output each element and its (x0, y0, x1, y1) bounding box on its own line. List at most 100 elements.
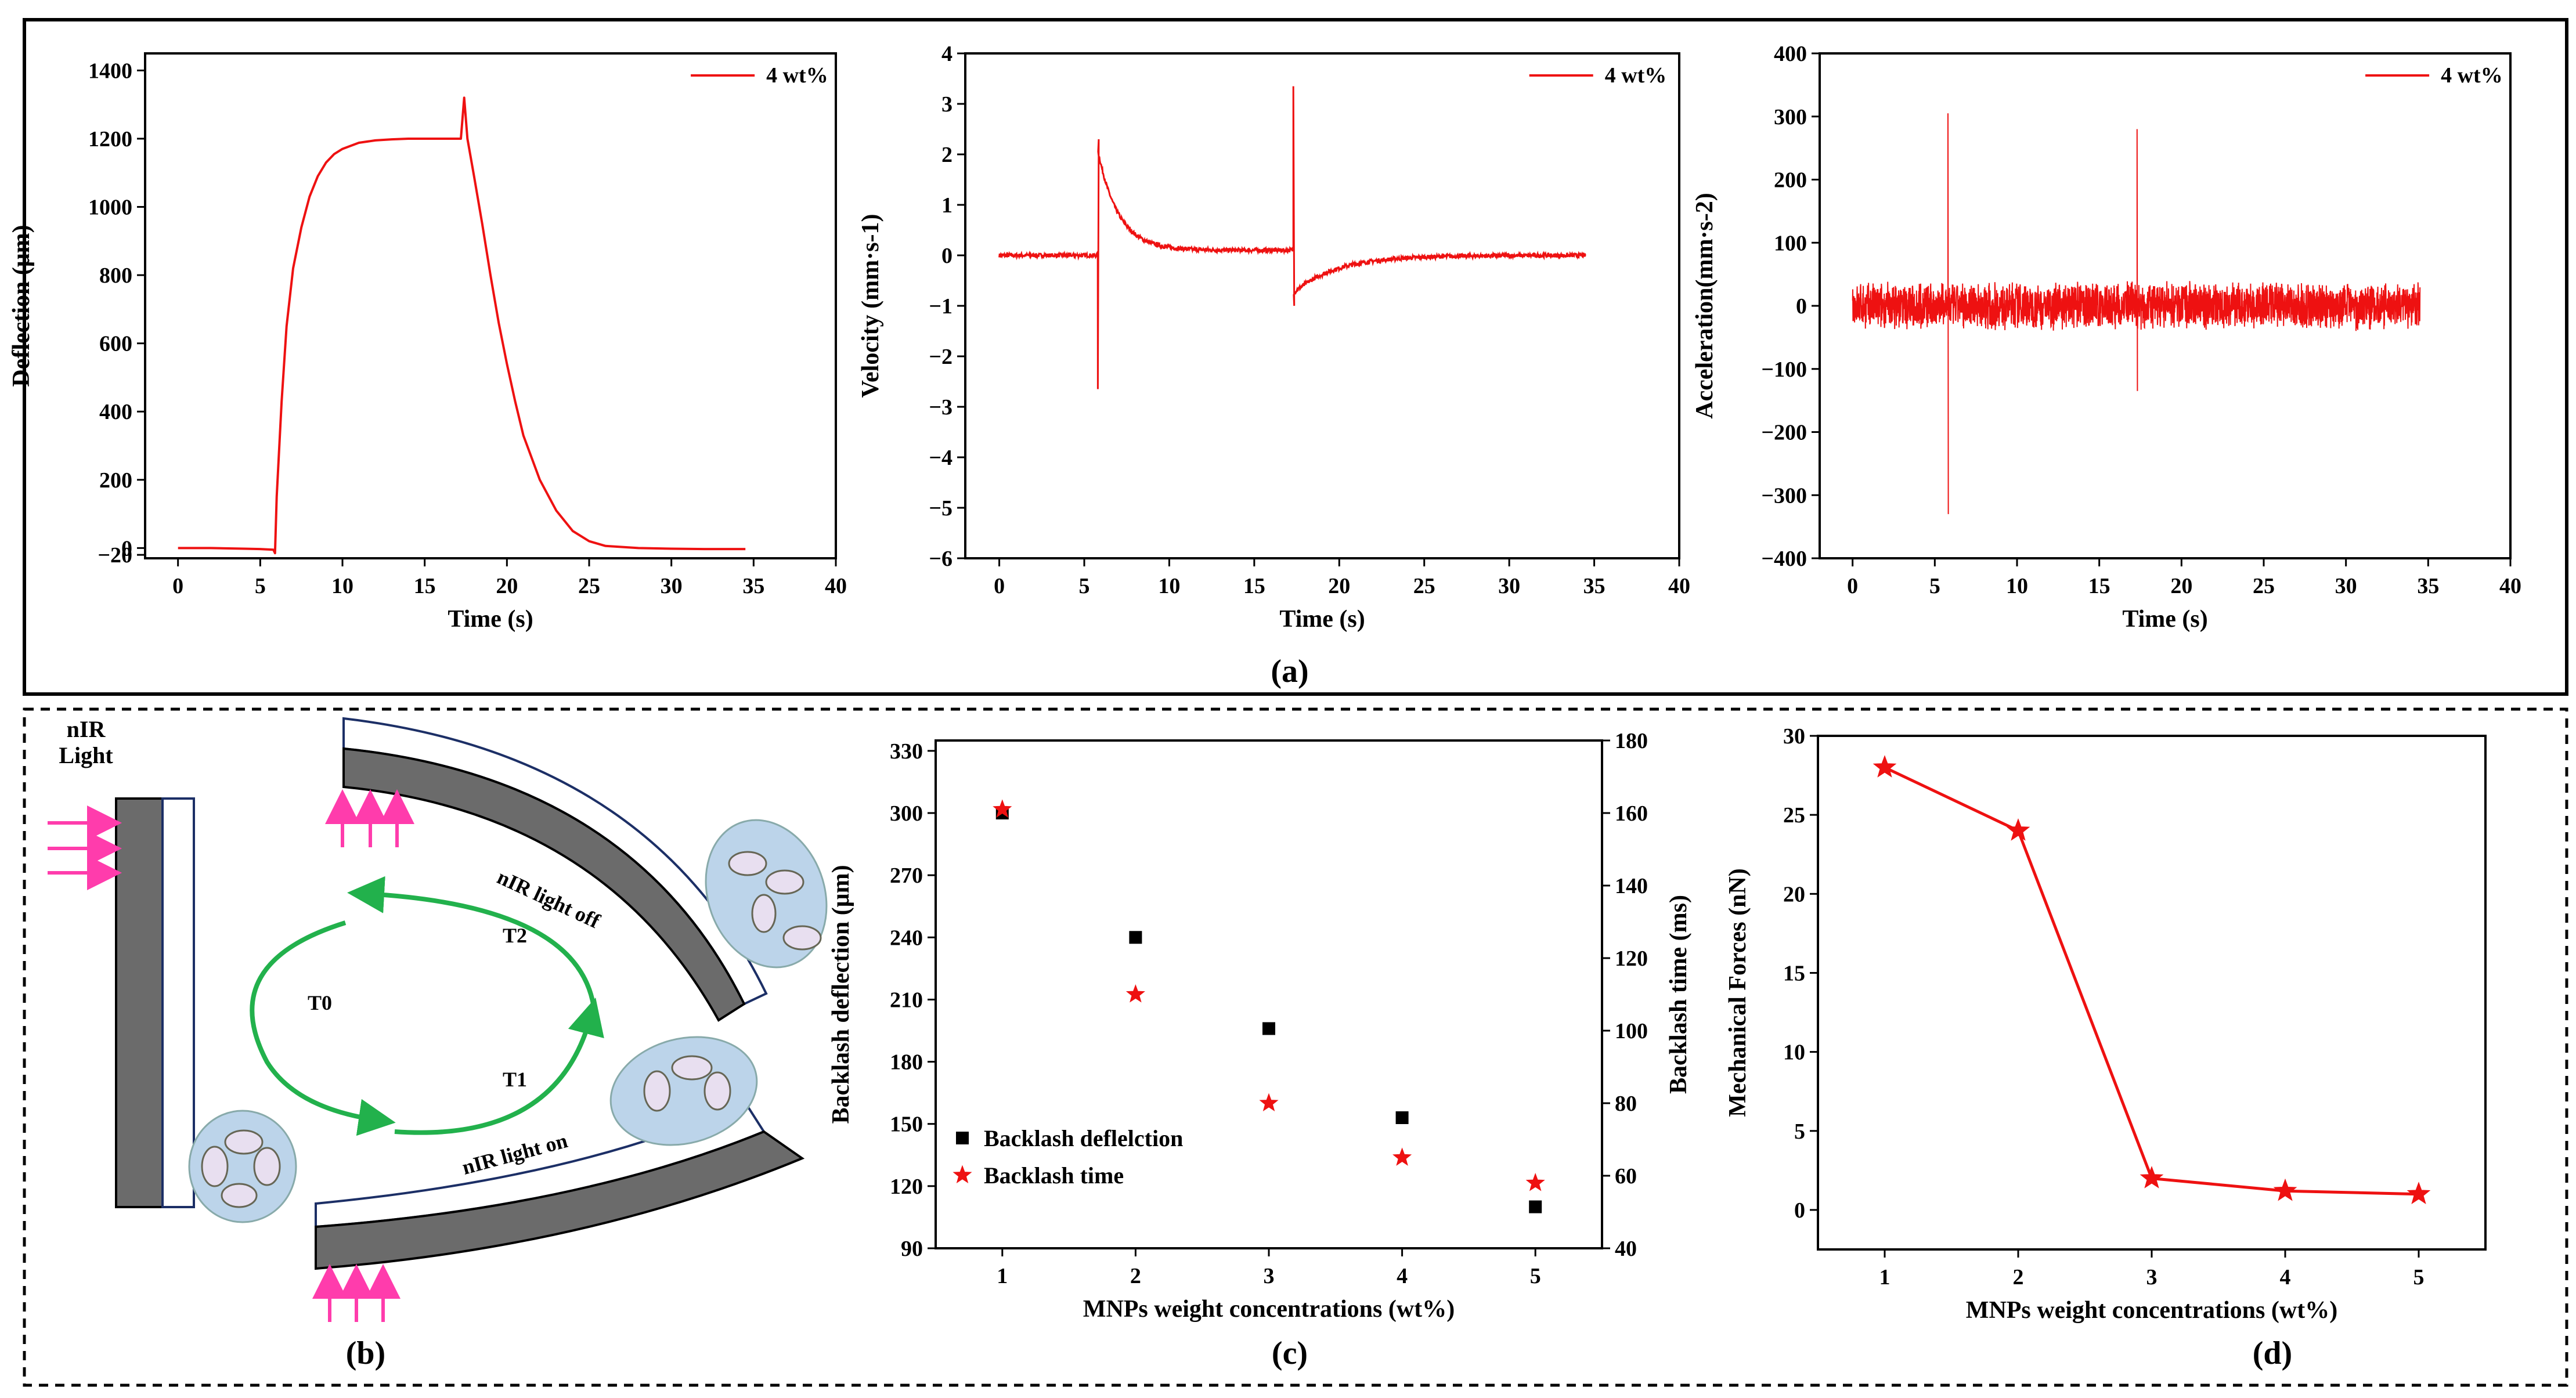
x-tick-label: 30 (661, 574, 683, 598)
x-tick-label: 15 (2088, 574, 2110, 598)
y-tick-label: −400 (1761, 547, 1807, 571)
caption-b: (b) (346, 1335, 385, 1371)
legend-star (953, 1165, 972, 1184)
y-right-tick-label: 60 (1615, 1164, 1637, 1189)
x-tick-label: 3 (1264, 1264, 1275, 1288)
y-tick-label: 1200 (88, 127, 132, 151)
x-tick-label: 15 (1243, 574, 1265, 598)
x-axis-label: Time (s) (1279, 606, 1365, 633)
y-right-tick-label: 140 (1615, 874, 1648, 898)
upper-bent-dark-layer (342, 747, 746, 1022)
time-point (993, 799, 1012, 818)
x-tick-label: 0 (994, 574, 1005, 598)
x-axis-label: Time (s) (448, 606, 533, 633)
force-point (2006, 818, 2030, 841)
y-tick-label: 400 (1774, 42, 1807, 66)
legend-label: Backlash time (984, 1162, 1124, 1189)
time-point (1392, 1147, 1412, 1166)
y-tick-label: 400 (99, 400, 132, 424)
y-tick-label: 30 (1783, 724, 1805, 749)
backlash-chart: 1 2 3 4 5 90 120 150 180 210 240 270 300 330 MNPs weig… (828, 729, 1692, 1323)
y-tick-label: −5 (929, 496, 953, 521)
y-axis-label: Backlash deflection (μm) (828, 865, 854, 1124)
top-panel-frame (23, 18, 2568, 696)
time-point (1125, 984, 1145, 1003)
force-point (1873, 755, 1897, 778)
legend-label: Backlash deflelction (984, 1125, 1183, 1151)
x-tick-label: 35 (1583, 574, 1606, 598)
cell-cluster-middle (609, 1036, 758, 1146)
cell-cluster-right (705, 819, 828, 969)
y-tick-label: 5 (1794, 1119, 1805, 1144)
y-tick-label: −4 (929, 446, 953, 470)
y-tick-label: 90 (901, 1237, 923, 1261)
y-tick-label: 3 (941, 92, 953, 117)
y-tick-label: 4 (941, 42, 953, 66)
y-tick-label: 1400 (88, 59, 132, 83)
y-right-tick-label: 100 (1615, 1019, 1648, 1043)
y-tick-label: 20 (1783, 882, 1805, 906)
y-tick-label: 600 (99, 332, 132, 356)
lower-bent-dark-layer (315, 1130, 805, 1270)
cell-cluster-left (188, 1110, 297, 1223)
x-tick-label: 1 (997, 1264, 1008, 1288)
force-point (2140, 1166, 2164, 1189)
y-tick-label: 240 (890, 926, 923, 950)
x-tick-label: 15 (414, 574, 436, 598)
x-axis-label: MNPs weight concentrations (wt%) (1966, 1297, 2337, 1324)
y-tick-label: 0 (1794, 1198, 1805, 1223)
caption-a: (a) (1271, 653, 1308, 689)
y-axis-label: Velocity (mm·s-1) (857, 214, 884, 398)
y-tick-label: −3 (929, 395, 953, 420)
y-right-tick-label: 180 (1615, 729, 1648, 753)
y-tick-label: 15 (1783, 961, 1805, 985)
y-tick-label: 1 (941, 193, 953, 218)
y-axis-label: Acceleration(mm·s-2) (1691, 193, 1718, 419)
caption-c: (c) (1272, 1335, 1308, 1371)
cycle-arrow-top (347, 876, 596, 1005)
nir-label: nIR (67, 716, 106, 742)
x-tick-label: 0 (1847, 574, 1858, 598)
y-tick-label: 25 (1783, 803, 1805, 828)
y-tick-label: 10 (1783, 1041, 1805, 1065)
cycle-arrow-left (250, 920, 396, 1136)
y-right-tick-label: 160 (1615, 801, 1648, 826)
legend-label: 4 wt% (766, 63, 828, 88)
t1-label: T1 (503, 1068, 527, 1091)
cantilever-light-layer (161, 797, 195, 1208)
y-tick-label: 330 (890, 739, 923, 764)
x-tick-label: 40 (825, 574, 847, 598)
y-tick-label: 200 (99, 468, 132, 493)
x-tick-label: 20 (1328, 574, 1350, 598)
deflection-point (1129, 931, 1142, 944)
y-axis-label: Deflection (μm) (8, 225, 35, 386)
y-tick-label: 0 (941, 244, 953, 268)
y-tick-label: −1 (929, 294, 953, 319)
y-tick-label: 150 (890, 1112, 923, 1137)
plot-frame (144, 52, 837, 559)
x-tick-label: 0 (172, 574, 183, 598)
y-tick-label: 270 (890, 864, 923, 888)
x-tick-label: 25 (1413, 574, 1435, 598)
x-tick-label: 5 (1929, 574, 1940, 598)
y-tick-label: −300 (1761, 483, 1807, 508)
y-tick-label: 0 (121, 536, 132, 561)
series-line (178, 96, 746, 555)
t2-label: T2 (503, 924, 527, 947)
deflection-point (1529, 1200, 1542, 1213)
x-axis-label: Time (s) (2122, 606, 2207, 633)
y-tick-label: 300 (890, 801, 923, 826)
actuator-diagram: nIR Light (48, 716, 828, 1322)
y-tick-label: 200 (1774, 168, 1807, 193)
deflection-chart: 0 5 10 15 20 25 30 35 40−20020040060080010001200… (8, 52, 847, 633)
y-tick-label: −100 (1761, 357, 1807, 382)
caption-d: (d) (2253, 1335, 2292, 1371)
x-tick-label: 35 (2417, 574, 2439, 598)
force-point (2407, 1182, 2431, 1205)
time-point (1259, 1093, 1279, 1112)
x-tick-label: 3 (2146, 1265, 2158, 1289)
mechanical-forces-chart: 1 2 3 4 5 0 5 10 15 20 25 30 MNPs weight concentrati… (1724, 724, 2487, 1324)
bottom-panel-frame (23, 707, 2568, 1387)
y-tick-label: 1000 (88, 196, 132, 220)
